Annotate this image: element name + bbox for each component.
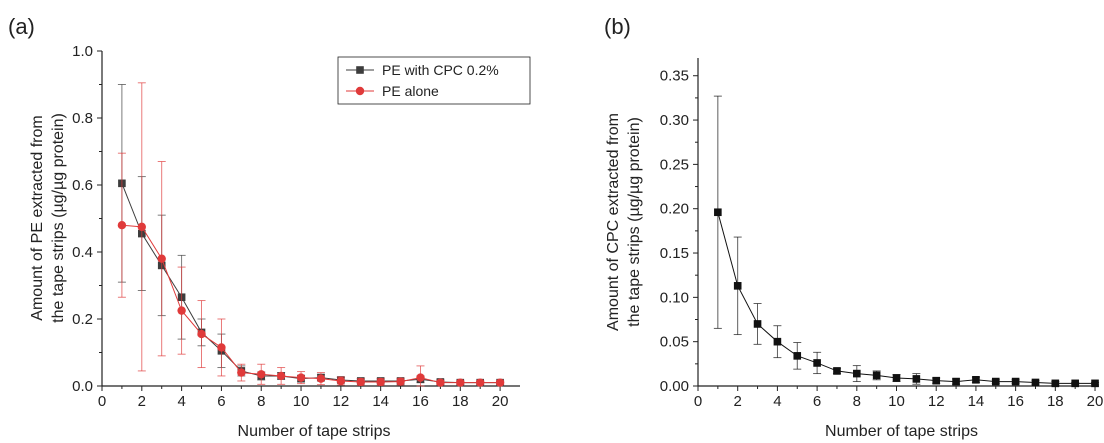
data-point (833, 367, 841, 375)
data-point (157, 254, 166, 263)
data-point (753, 320, 762, 328)
series-0 (713, 95, 1100, 388)
data-point (1091, 379, 1099, 388)
data-point (117, 221, 127, 230)
x-axis-title: Number of tape strips (238, 423, 391, 440)
x-tick-label: 8 (257, 393, 265, 410)
data-point (1011, 377, 1020, 386)
x-tick-label: 0 (694, 393, 702, 410)
data-point (813, 359, 821, 367)
data-point (456, 378, 465, 387)
y-axis-title-line: Amount of PE extracted from (29, 115, 46, 320)
legend-marker (355, 86, 365, 96)
x-tick-label: 16 (412, 393, 429, 410)
legend-box (337, 56, 531, 105)
x-tick-label: 2 (138, 393, 146, 410)
y-axis-title-line: the tape strips (µg/µg protein) (626, 117, 643, 327)
y-tick-label: 0.35 (660, 68, 689, 85)
y-axis-title-line: Amount of CPC extracted from (605, 113, 622, 331)
x-axis-title: Number of tape strips (825, 423, 978, 440)
data-point (991, 377, 1000, 386)
data-point (1071, 379, 1079, 388)
y-tick-label: 0.0 (72, 378, 93, 395)
data-point (137, 222, 147, 232)
legend-label: PE with CPC 0.2% (382, 62, 499, 78)
data-point (396, 377, 405, 386)
legend-marker (356, 66, 364, 74)
data-point (436, 378, 445, 387)
x-tick-label: 20 (1087, 393, 1104, 410)
data-point (416, 373, 425, 382)
series-0 (117, 84, 505, 387)
x-tick-label: 14 (372, 393, 389, 410)
chart-panel-a: (a) 0 2 4 6 8 10 12 14 16 18 20 0.0 0.2 0.4 0.6 0.8 1.0 Nu… (8, 14, 531, 440)
data-point (237, 368, 246, 377)
x-tick-label: 6 (217, 393, 225, 410)
data-point (475, 378, 485, 387)
y-tick-label: 0.8 (72, 110, 93, 127)
data-point (336, 376, 346, 386)
data-point (714, 208, 722, 217)
series-1 (117, 82, 505, 387)
data-point (1031, 378, 1040, 387)
data-point (853, 369, 861, 378)
x-tick-label: 6 (813, 393, 821, 410)
data-point (296, 373, 306, 382)
data-point (217, 343, 226, 352)
data-point (773, 337, 782, 346)
data-point (257, 370, 266, 379)
data-point (177, 306, 186, 315)
data-point (356, 377, 365, 387)
y-tick-label: 0.2 (72, 311, 93, 328)
data-point (197, 329, 206, 339)
y-tick-label: 0.00 (660, 378, 689, 395)
x-tick-label: 14 (968, 393, 985, 410)
data-point (276, 371, 286, 381)
x-tick-label: 12 (928, 393, 945, 410)
y-tick-label: 0.25 (660, 156, 689, 173)
x-tick-label: 16 (1007, 393, 1024, 410)
y-tick-label: 0.15 (660, 245, 689, 262)
data-point (912, 375, 921, 383)
y-tick-label: 0.20 (660, 201, 689, 218)
legend: PE with CPC 0.2% PE alone (337, 56, 531, 105)
data-point (376, 377, 385, 387)
data-point (952, 377, 960, 386)
data-point (733, 282, 742, 290)
data-point (892, 374, 901, 382)
x-tick-label: 8 (853, 393, 861, 410)
x-tick-label: 18 (1047, 393, 1064, 410)
x-tick-label: 10 (293, 393, 310, 410)
x-tick-label: 0 (98, 393, 106, 410)
data-point (793, 352, 802, 360)
panel-label: (b) (604, 14, 631, 39)
data-point (1051, 379, 1060, 388)
series-line (121, 183, 501, 384)
y-tick-label: 0.10 (660, 289, 689, 306)
data-point (972, 375, 980, 384)
legend-label: PE alone (382, 83, 439, 99)
panel-label: (a) (8, 14, 35, 39)
series-line (121, 224, 501, 384)
x-tick-label: 2 (734, 393, 742, 410)
y-tick-label: 0.4 (72, 244, 93, 261)
chart-panel-b: (b) 0 2 4 6 8 10 12 14 16 18 20 0.00 0.05 0.10 0.15 0.20… (604, 14, 1103, 440)
x-tick-label: 10 (888, 393, 905, 410)
y-tick-label: 0.05 (660, 334, 689, 351)
y-tick-label: 0.6 (72, 177, 93, 194)
y-tick-label: 0.30 (660, 112, 689, 129)
data-point (495, 378, 505, 387)
x-tick-label: 18 (452, 393, 469, 410)
x-tick-label: 4 (773, 393, 781, 410)
y-tick-label: 1.0 (72, 43, 93, 60)
data-point (872, 371, 881, 380)
data-point (316, 374, 326, 383)
x-tick-label: 12 (333, 393, 350, 410)
x-tick-label: 20 (492, 393, 509, 410)
x-tick-label: 4 (177, 393, 185, 410)
y-axis-title-line: the tape strips (µg/µg protein) (50, 113, 67, 323)
data-point (932, 376, 941, 385)
